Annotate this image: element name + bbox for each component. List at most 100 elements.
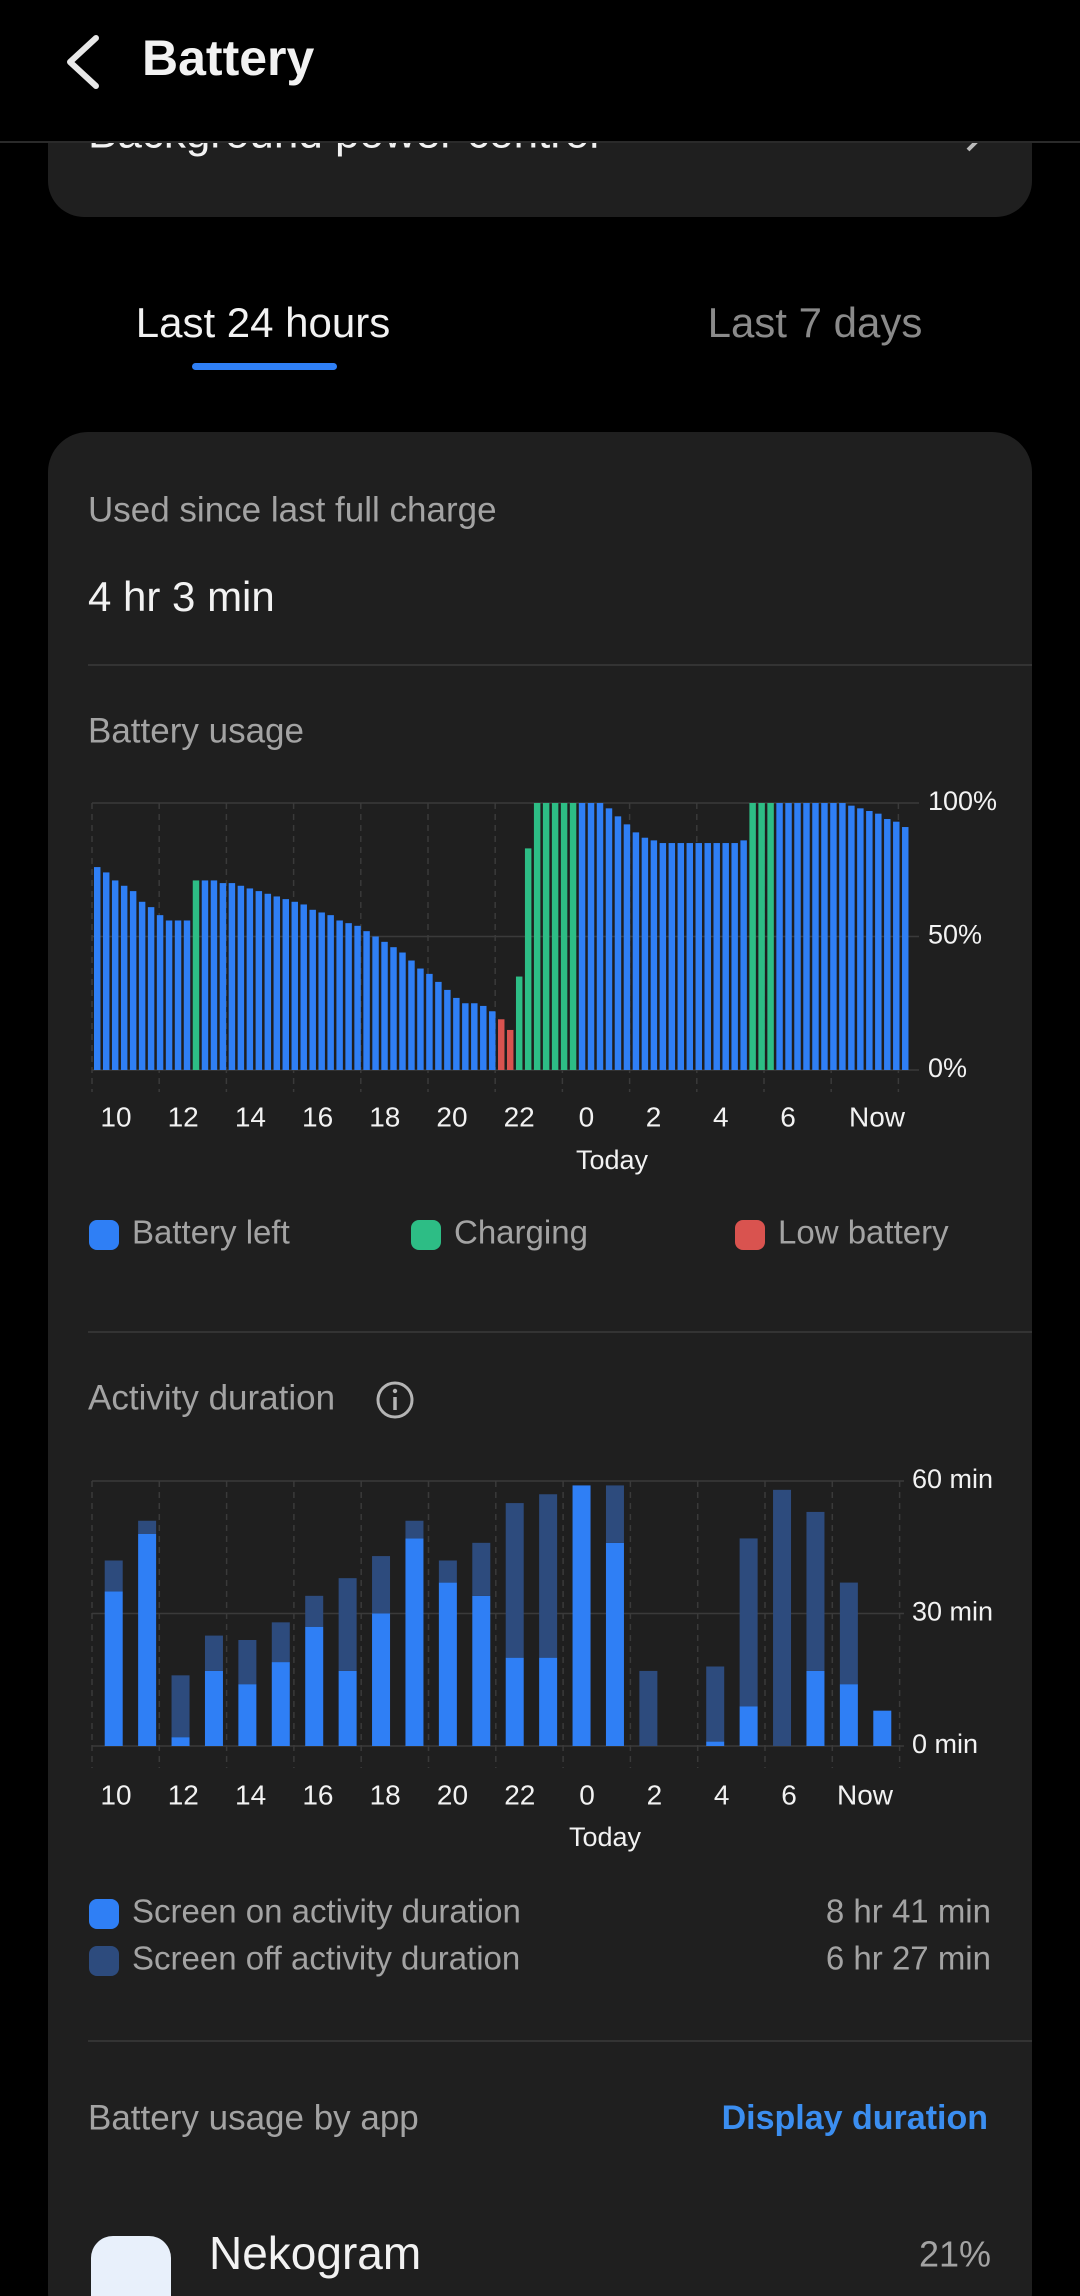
y-tick-label: 0 min <box>912 1729 978 1759</box>
battery-bar <box>659 843 667 1070</box>
tab[interactable]: Last 7 days <box>708 299 923 346</box>
battery-bar <box>192 880 200 1070</box>
activity-bar <box>271 1622 290 1663</box>
battery-bar <box>794 803 801 1070</box>
x-tick-label: Now <box>837 1779 894 1810</box>
activity-bar <box>238 1684 257 1746</box>
x-tick-label: 6 <box>780 1101 796 1132</box>
battery-bar <box>111 880 119 1070</box>
battery-bar <box>542 803 550 1070</box>
battery-bar <box>183 920 191 1070</box>
app-share: 21% <box>919 2234 991 2275</box>
battery-bar <box>237 885 245 1070</box>
x-tick-label: 4 <box>714 1779 730 1810</box>
x-tick-label: 0 <box>579 1779 595 1810</box>
battery-bar <box>830 803 837 1070</box>
x-tick-label: 2 <box>647 1779 663 1810</box>
x-tick-label: 10 <box>100 1101 131 1132</box>
battery-bar <box>524 848 532 1070</box>
x-sublabel: Today <box>576 1145 649 1175</box>
legend-swatch <box>411 1220 441 1250</box>
battery-bar <box>399 952 406 1070</box>
x-tick-label: 6 <box>781 1779 797 1810</box>
battery-bar <box>426 973 433 1070</box>
battery-bar <box>390 947 397 1070</box>
activity-bar <box>773 1489 792 1746</box>
battery-bar <box>677 843 685 1070</box>
activity-bar <box>204 1635 223 1671</box>
x-sublabel: Today <box>569 1822 642 1852</box>
battery-bar <box>551 803 559 1070</box>
activity-bar <box>472 1542 491 1596</box>
activity-bar <box>138 1520 157 1534</box>
x-tick-label: Now <box>849 1101 906 1132</box>
battery-bar <box>462 1003 469 1070</box>
battery-bar <box>228 883 236 1070</box>
activity-bar <box>505 1657 524 1746</box>
legend-swatch <box>735 1220 765 1250</box>
activity-bar <box>372 1613 391 1746</box>
battery-bar <box>614 816 622 1070</box>
activity-bar <box>806 1670 825 1746</box>
battery-bar <box>785 803 792 1070</box>
battery-bar <box>569 803 577 1070</box>
battery-bar <box>147 907 155 1070</box>
battery-bar <box>587 803 595 1070</box>
battery-bar <box>246 888 254 1070</box>
info-circle <box>376 1381 414 1419</box>
activity-bar <box>806 1511 825 1671</box>
y-tick-label: 0% <box>928 1053 967 1083</box>
summary-label: Used since last full charge <box>88 490 497 529</box>
battery-bar <box>165 920 173 1070</box>
battery-bar <box>578 803 586 1070</box>
app-name[interactable]: Nekogram <box>209 2227 421 2279</box>
activity-bar <box>839 1684 858 1746</box>
activity-bar <box>873 1710 892 1746</box>
activity-bar <box>605 1542 624 1746</box>
activity-bar <box>505 1503 524 1658</box>
display-duration-button[interactable]: Display duration <box>722 2099 988 2137</box>
x-tick-label: 14 <box>235 1101 266 1132</box>
battery-bar <box>354 925 361 1070</box>
x-tick-label: 20 <box>437 1779 468 1810</box>
header <box>0 0 1080 142</box>
battery-bar <box>309 909 316 1070</box>
battery-bar <box>129 891 137 1070</box>
battery-bar <box>812 803 819 1070</box>
chart-title: Battery usage <box>88 711 304 750</box>
battery-bar <box>893 821 900 1070</box>
battery-bar <box>875 813 882 1070</box>
back-button[interactable] <box>67 35 99 89</box>
app-icon[interactable] <box>91 2236 171 2296</box>
activity-bar <box>405 1520 424 1539</box>
battery-bar <box>210 880 218 1070</box>
battery-bar <box>264 893 272 1070</box>
battery-bar <box>444 989 451 1070</box>
battery-bar <box>318 912 325 1070</box>
x-tick-label: 16 <box>302 1779 333 1810</box>
x-tick-label: 18 <box>369 1101 400 1132</box>
x-tick-label: 22 <box>504 1779 535 1810</box>
battery-bar <box>839 803 846 1070</box>
battery-bar <box>668 843 676 1070</box>
legend-total: 8 hr 41 min <box>826 1893 991 1930</box>
activity-bar <box>171 1675 190 1738</box>
info-icon[interactable] <box>376 1381 414 1419</box>
battery-bar <box>605 808 613 1070</box>
battery-bar <box>291 901 298 1070</box>
tab[interactable]: Last 24 hours <box>136 299 391 346</box>
battery-bar <box>632 832 640 1070</box>
y-tick-label: 100% <box>928 786 997 816</box>
activity-bar <box>572 1485 591 1746</box>
battery-bar <box>776 803 783 1070</box>
activity-bar <box>372 1556 391 1614</box>
x-tick-label: 10 <box>100 1779 131 1810</box>
x-tick-label: 22 <box>504 1101 535 1132</box>
legend-label: Charging <box>454 1214 588 1251</box>
activity-bar <box>338 1578 357 1671</box>
battery-bar <box>623 824 631 1070</box>
activity-bar <box>138 1534 157 1746</box>
activity-bar <box>706 1741 725 1746</box>
activity-bar <box>438 1582 457 1746</box>
